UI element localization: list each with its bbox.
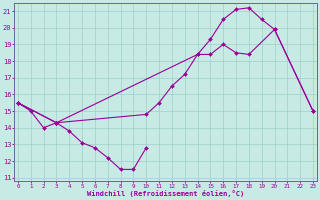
X-axis label: Windchill (Refroidissement éolien,°C): Windchill (Refroidissement éolien,°C) — [87, 190, 244, 197]
